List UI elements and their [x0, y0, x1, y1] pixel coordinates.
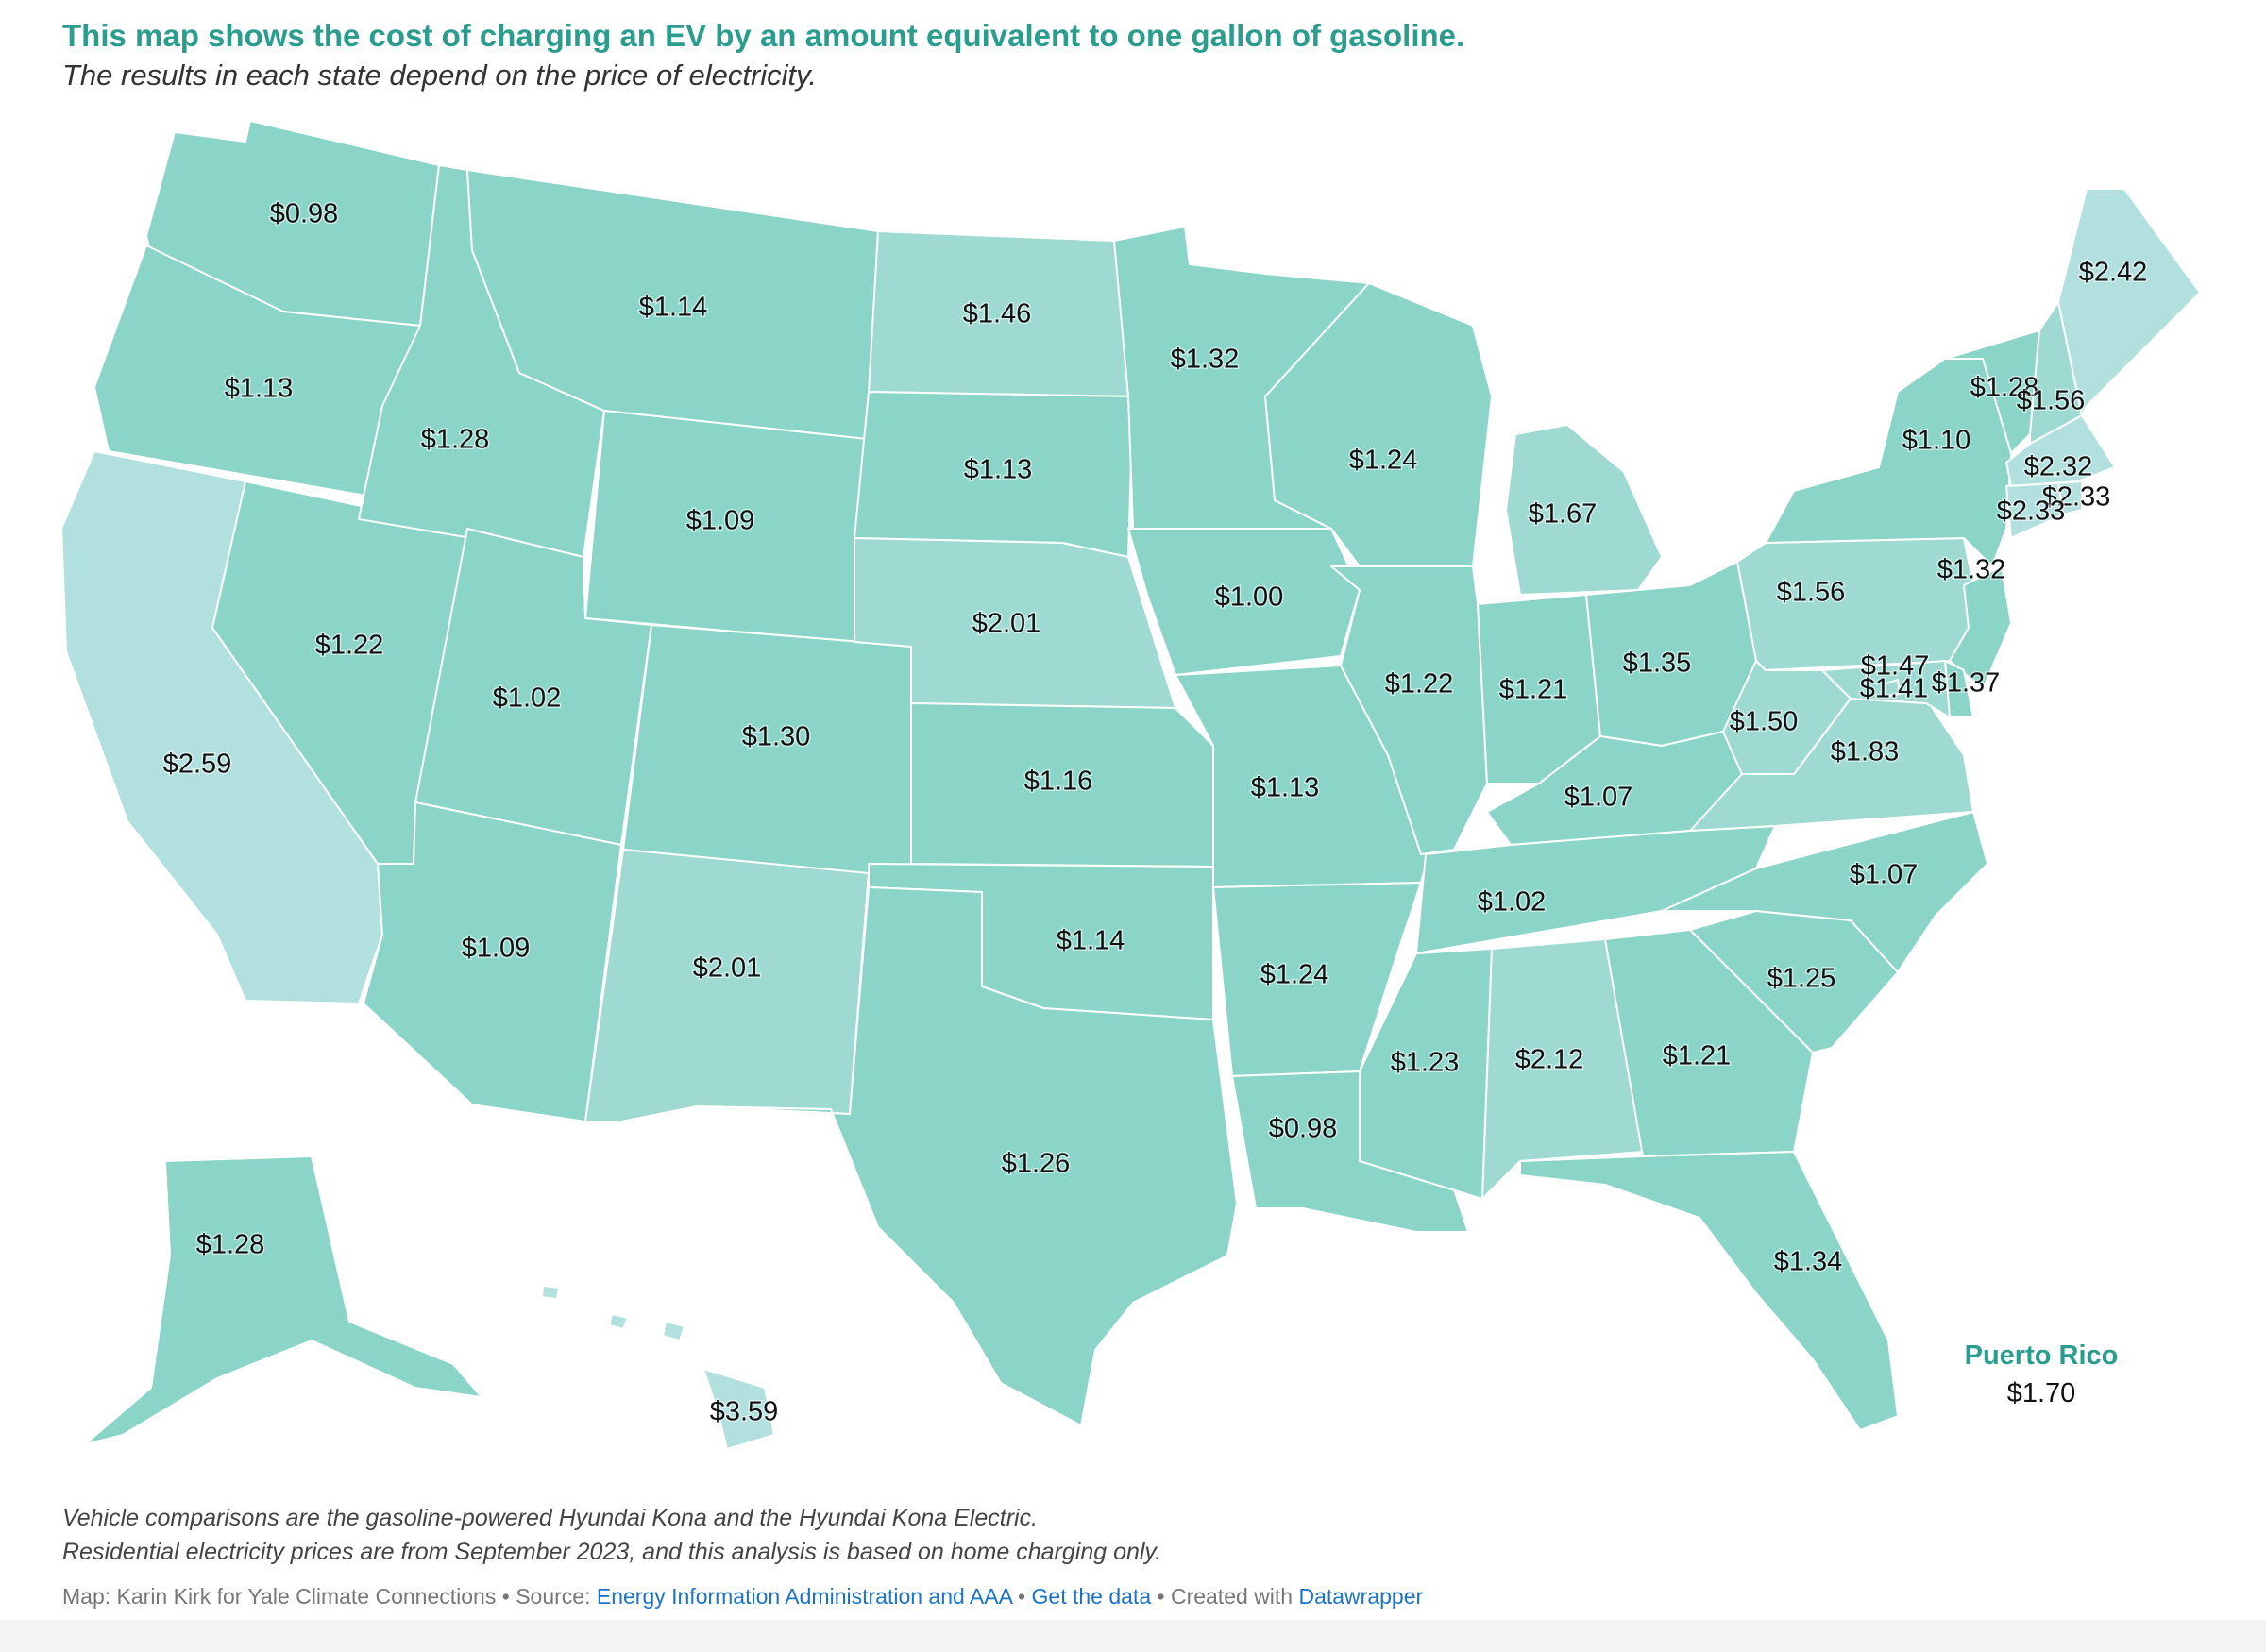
label-VA: $1.83: [1831, 737, 1900, 767]
label-DE: $1.37: [1932, 668, 2001, 699]
label-CO: $1.30: [742, 722, 811, 752]
label-RI: $2.33: [2042, 482, 2111, 513]
label-ND: $1.46: [963, 299, 1032, 329]
label-WA: $0.98: [270, 199, 339, 229]
state-MS[interactable]: [1359, 948, 1493, 1200]
label-MD: $1.41: [1860, 674, 1929, 704]
label-MS: $1.23: [1391, 1048, 1460, 1078]
map-title: This map shows the cost of charging an E…: [62, 18, 1465, 53]
label-LA: $0.98: [1269, 1114, 1338, 1144]
label-CA: $2.59: [163, 750, 232, 780]
state-CT[interactable]: [2005, 482, 2064, 539]
label-KS: $1.16: [1024, 767, 1093, 797]
state-DC[interactable]: [1883, 679, 1901, 698]
label-VT: $1.28: [1970, 373, 2039, 403]
state-NM[interactable]: [584, 849, 870, 1122]
label-TX: $1.26: [1002, 1149, 1071, 1179]
footer-separator: •: [496, 1584, 516, 1609]
state-AL[interactable]: [1481, 938, 1644, 1200]
label-AK: $1.28: [196, 1230, 265, 1260]
label-MI: $1.67: [1529, 499, 1598, 530]
label-IN: $1.21: [1499, 675, 1568, 705]
state-VT[interactable]: [1944, 329, 2040, 454]
label-NC: $1.07: [1850, 860, 1919, 890]
footer-source-label: Source:: [516, 1584, 597, 1609]
state-TN[interactable]: [1415, 825, 1776, 954]
label-AL: $2.12: [1515, 1045, 1584, 1075]
label-ID: $1.28: [421, 425, 490, 455]
map-subtitle: The results in each state depend on the …: [62, 59, 817, 92]
label-MN: $1.32: [1171, 345, 1240, 375]
label-AZ: $1.09: [462, 934, 531, 964]
label-UT: $1.02: [493, 683, 562, 714]
label-CT: $2.33: [1997, 497, 2066, 527]
state-NC[interactable]: [1661, 811, 1988, 973]
label-ME: $2.42: [2079, 258, 2148, 288]
footer-created-with: Created with: [1170, 1584, 1299, 1609]
label-OK: $1.14: [1057, 926, 1125, 956]
label-GA: $1.21: [1663, 1041, 1732, 1071]
note-line-1: Vehicle comparisons are the gasoline-pow…: [62, 1505, 1039, 1531]
puerto-rico-name: Puerto Rico: [1965, 1340, 2119, 1371]
state-TX[interactable]: [696, 886, 1238, 1426]
state-NJ[interactable]: [1949, 565, 2012, 690]
label-WV: $1.50: [1730, 707, 1799, 737]
value-labels-layer: $0.98 $1.13 $2.59 $1.22 $1.28 $1.14 $1.0…: [161, 197, 2149, 1428]
get-data-link[interactable]: Get the data: [1031, 1584, 1152, 1609]
state-HI[interactable]: [541, 1285, 775, 1450]
map-header: This map shows the cost of charging an E…: [62, 17, 2215, 94]
label-OH: $1.35: [1623, 649, 1692, 679]
states-layer: [60, 120, 2201, 1450]
label-WY: $1.09: [686, 506, 755, 536]
label-NE: $2.01: [972, 609, 1041, 639]
label-SD: $1.13: [964, 455, 1033, 485]
puerto-rico-callout: Puerto Rico $1.70: [1965, 1340, 2119, 1408]
datawrapper-link[interactable]: Datawrapper: [1298, 1584, 1424, 1609]
label-NM: $2.01: [693, 953, 762, 984]
label-KY: $1.07: [1564, 783, 1633, 813]
label-SC: $1.25: [1767, 964, 1836, 994]
note-line-2: Residential electricity prices are from …: [62, 1539, 1162, 1565]
footer-credit: Map: Karin Kirk for Yale Climate Connect…: [62, 1584, 497, 1609]
label-NJ: $1.32: [1937, 555, 2006, 585]
footer-separator: •: [1151, 1584, 1171, 1609]
label-TN: $1.02: [1478, 887, 1547, 918]
footer-separator: •: [1011, 1584, 1032, 1609]
state-AR[interactable]: [1212, 882, 1422, 1077]
notes: Vehicle comparisons are the gasoline-pow…: [62, 1501, 2215, 1569]
footer: Map: Karin Kirk for Yale Climate Connect…: [62, 1582, 1423, 1610]
state-FL[interactable]: [1519, 1151, 1899, 1431]
label-NV: $1.22: [315, 631, 384, 661]
puerto-rico-value: $1.70: [2007, 1378, 2076, 1408]
label-FL: $1.34: [1774, 1247, 1843, 1277]
label-HI: $3.59: [710, 1397, 779, 1427]
label-NH: $1.56: [2017, 386, 2086, 416]
state-GA[interactable]: [1604, 929, 1814, 1157]
label-MA: $2.32: [2024, 452, 2093, 482]
label-AR: $1.24: [1260, 960, 1329, 990]
bottom-bar: [0, 1620, 2266, 1652]
label-NY: $1.10: [1902, 426, 1971, 456]
state-IL[interactable]: [1330, 565, 1488, 855]
state-ME[interactable]: [2057, 188, 2201, 416]
label-PA: $1.56: [1777, 578, 1846, 608]
state-AK[interactable]: [84, 1155, 482, 1445]
label-MT: $1.14: [639, 293, 708, 323]
label-IL: $1.22: [1385, 669, 1454, 700]
label-DC: $1.47: [1861, 651, 1930, 682]
label-IA: $1.00: [1215, 582, 1284, 613]
state-AZ[interactable]: [363, 801, 622, 1122]
source-link[interactable]: Energy Information Administration and AA…: [596, 1584, 1012, 1609]
state-MI[interactable]: [1505, 424, 1663, 596]
label-OR: $1.13: [225, 374, 294, 404]
label-WI: $1.24: [1349, 446, 1418, 476]
label-MO: $1.13: [1251, 773, 1320, 803]
